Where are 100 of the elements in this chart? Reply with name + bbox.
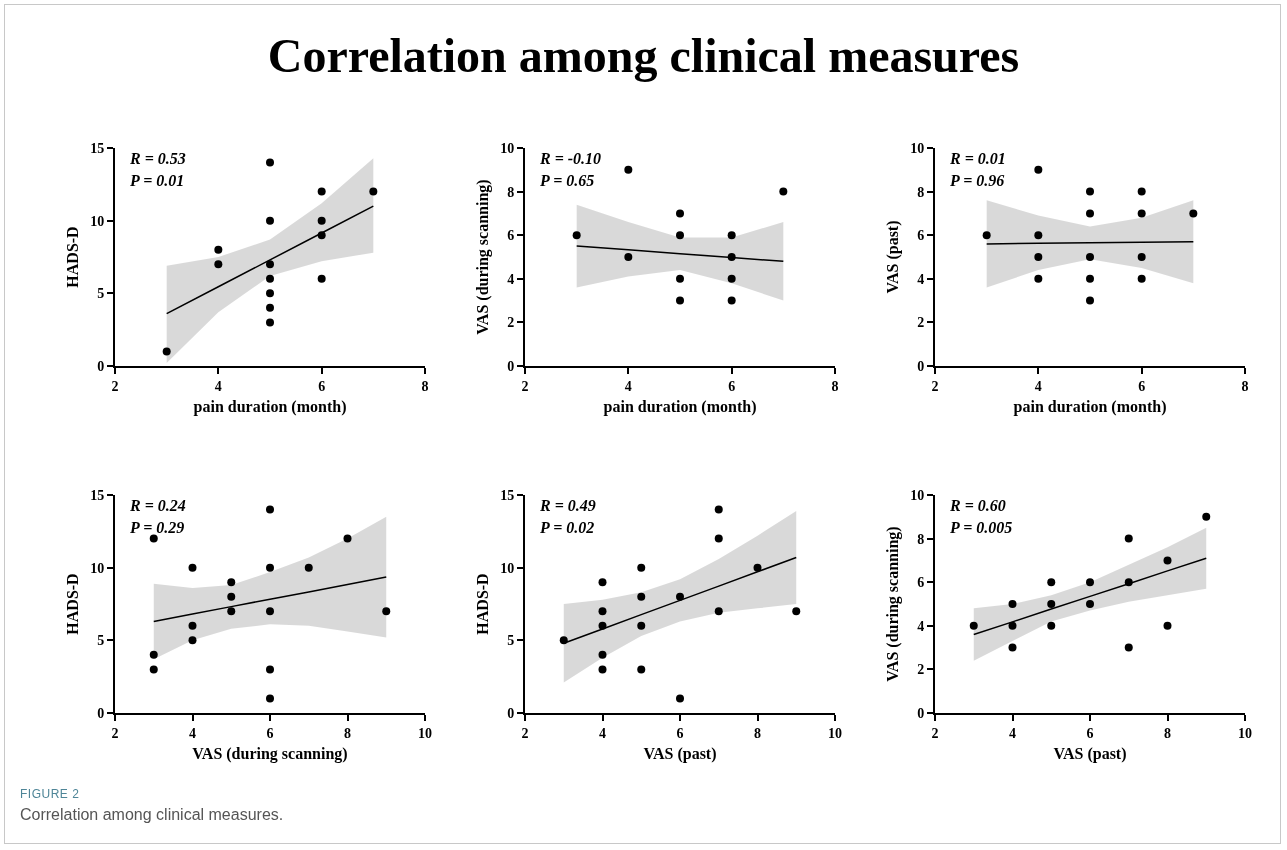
caption: FIGURE 2 [20, 787, 80, 801]
y-tick-label: 2 [507, 315, 515, 331]
y-tick-label: 0 [507, 705, 515, 721]
point [624, 253, 633, 261]
point [1008, 600, 1017, 608]
x-tick-label: 4 [1034, 378, 1042, 394]
x-tick-label: 4 [599, 725, 606, 741]
x-tick-label: 8 [831, 378, 839, 394]
y-tick-label: 0 [97, 358, 105, 374]
point [1008, 621, 1017, 630]
annotation: P = 0.29 [129, 519, 185, 536]
point [266, 665, 274, 674]
annotation: P = 0.02 [539, 519, 595, 536]
x-tick-label: 4 [624, 378, 632, 394]
y-tick-label: 5 [97, 633, 105, 649]
y-tick-label: 2 [917, 662, 925, 678]
y-tick-label: 0 [97, 705, 105, 721]
point [714, 505, 723, 514]
y-axis-title: VAS (during scanning) [883, 526, 902, 682]
y-tick-label: 6 [917, 575, 925, 591]
point [969, 621, 978, 630]
point [559, 636, 568, 645]
point [149, 534, 158, 543]
point [1034, 274, 1043, 283]
point [317, 274, 326, 283]
point [304, 563, 313, 572]
x-tick-label: 6 [318, 378, 326, 394]
point [637, 621, 646, 630]
point [572, 231, 581, 240]
point [637, 592, 646, 601]
point [1163, 556, 1172, 565]
y-tick-label: 5 [507, 633, 515, 649]
x-tick-label: 8 [344, 725, 351, 741]
y-axis-title: HADS-D [63, 226, 81, 288]
point [1047, 578, 1056, 587]
point [598, 665, 607, 674]
point [266, 260, 274, 269]
y-tick-label: 15 [500, 487, 515, 503]
line-series [153, 576, 387, 623]
point [1034, 165, 1043, 174]
point [1047, 621, 1056, 630]
point [317, 187, 326, 196]
point [1086, 274, 1094, 283]
point [637, 665, 646, 674]
y-tick-label: 8 [507, 184, 515, 200]
point [676, 694, 684, 703]
point [637, 563, 646, 572]
point [598, 650, 607, 659]
point [343, 534, 352, 543]
point [1202, 512, 1211, 521]
x-tick-label: 2 [931, 725, 939, 741]
point [188, 563, 197, 572]
point [266, 563, 274, 572]
point [982, 231, 991, 240]
point [1034, 231, 1043, 240]
y-tick-label: 10 [90, 560, 105, 576]
y-axis-title: VAS (past) [883, 220, 902, 294]
x-tick-label: 2 [521, 378, 529, 394]
y-axis-title: VAS (during scanning) [473, 179, 492, 335]
point [1086, 209, 1094, 218]
text: Correlation among clinical measures [266, 28, 1021, 83]
point [149, 665, 158, 674]
line-series [575, 245, 785, 263]
point [727, 274, 736, 283]
point [162, 347, 171, 356]
point [727, 231, 736, 240]
x-tick-label: 8 [1241, 378, 1249, 394]
point [727, 253, 736, 261]
y-tick-label: 0 [917, 705, 925, 721]
annotation: P = 0.96 [949, 172, 1005, 189]
point [676, 274, 684, 283]
point [676, 592, 684, 601]
point [676, 209, 684, 218]
point [369, 187, 378, 196]
point [1189, 209, 1198, 218]
x-tick-label: 2 [931, 378, 939, 394]
x-tick-label: 10 [1238, 725, 1252, 741]
point [598, 621, 607, 630]
annotation: P = 0.65 [539, 172, 595, 189]
x-tick-label: 6 [266, 725, 274, 741]
y-axis-title: HADS-D [473, 573, 491, 635]
point [1086, 253, 1094, 261]
y-tick-label: 8 [917, 184, 925, 200]
y-tick-label: 8 [917, 531, 925, 547]
x-axis-title: VAS (past) [643, 745, 717, 763]
y-tick-label: 4 [507, 271, 515, 287]
annotation: P = 0.005 [949, 519, 1013, 536]
point [266, 607, 274, 616]
annotation: P = 0.01 [129, 172, 185, 189]
point [227, 607, 236, 616]
y-tick-label: 10 [500, 140, 515, 156]
y-tick-label: 5 [97, 286, 105, 302]
y-tick-label: 4 [917, 271, 925, 287]
y-axis-title: HADS-D [63, 573, 81, 635]
y-tick-label: 10 [910, 487, 925, 503]
x-tick-label: 10 [828, 725, 842, 741]
y-tick-label: 6 [917, 228, 925, 244]
x-tick-label: 6 [1086, 725, 1094, 741]
point [753, 563, 762, 572]
point [1086, 296, 1094, 305]
